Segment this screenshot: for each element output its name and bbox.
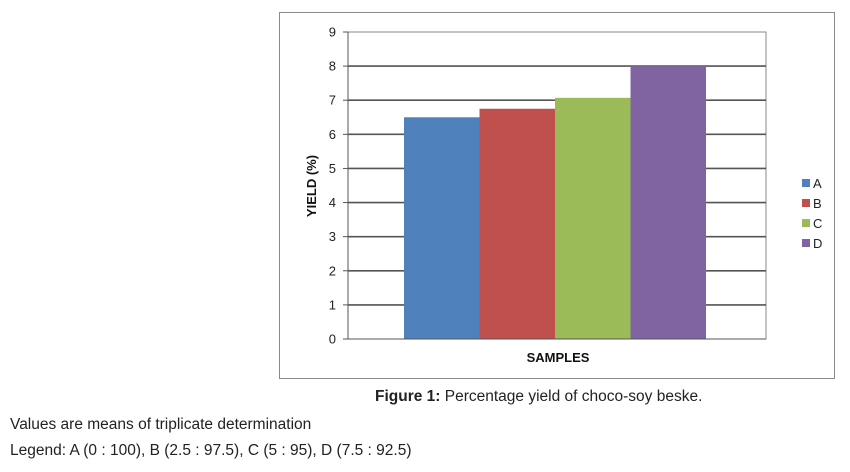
legend-label-a: A [813,176,822,191]
y-tick-label: 2 [329,263,336,278]
note-values: Values are means of triplicate determina… [10,416,312,433]
legend-swatch-c [802,219,810,227]
figure-caption: Figure 1: Percentage yield of choco-soy … [375,388,702,406]
y-tick-label: 1 [329,297,336,312]
y-tick-label: 4 [329,195,336,210]
note-legend: Legend: A (0 : 100), B (2.5 : 97.5), C (… [10,442,412,459]
legend-swatch-b [802,199,810,207]
legend-label-d: D [813,236,822,251]
bar-b [479,108,555,339]
legend-swatch-d [802,239,810,247]
legend-swatch-a [802,179,810,187]
legend-label-c: C [813,216,822,231]
bar-a [404,117,480,340]
bar-c [555,97,631,339]
y-tick-label: 9 [329,25,336,40]
chart-frame: 0 1 2 3 4 5 6 7 8 9 SAMPLES YIELD (%) A B C D [279,12,835,379]
y-tick-label: 6 [329,127,336,142]
y-axis-title: YIELD (%) [304,155,319,217]
y-tick-label: 8 [329,59,336,74]
caption-text: Percentage yield of choco-soy beske. [440,388,703,405]
legend-label-b: B [813,196,822,211]
bar-d [630,66,706,339]
x-axis-title: SAMPLES [527,350,590,365]
y-tick-label: 0 [329,332,336,347]
y-tick-label: 5 [329,161,336,176]
y-tick-label: 3 [329,229,336,244]
y-tick-label: 7 [329,93,336,108]
caption-label: Figure 1: [375,388,441,405]
